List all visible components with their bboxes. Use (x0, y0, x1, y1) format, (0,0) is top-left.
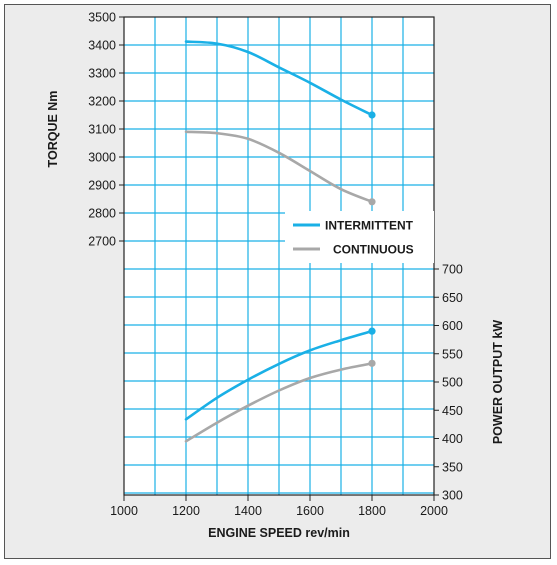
x-tick-label: 1800 (358, 504, 386, 518)
torque-power-chart: 1000 1200 1400 1600 1800 2000 2700 2800 2900 3000… (46, 11, 505, 541)
power-tick-label: 600 (442, 319, 463, 333)
power-tick-label: 650 (442, 291, 463, 305)
torque-tick-label: 3300 (88, 67, 116, 81)
legend-label-continuous: CONTINUOUS (333, 243, 414, 257)
y-axis-title-power: POWER OUTPUT kW (491, 320, 505, 445)
torque-tick-label: 2900 (88, 179, 116, 193)
torque-tick-label: 2700 (88, 235, 116, 249)
power-tick-label: 550 (442, 347, 463, 361)
power-point-continuous (368, 359, 376, 367)
x-tick-label: 1200 (172, 504, 200, 518)
legend-label-intermittent: INTERMITTENT (325, 219, 414, 233)
torque-tick-label: 3500 (88, 11, 116, 25)
chart-frame: 1000 1200 1400 1600 1800 2000 2700 2800 2900 3000… (4, 4, 551, 559)
torque-line-intermittent (184, 40, 374, 117)
torque-line-continuous (184, 130, 374, 204)
power-point-intermittent (368, 327, 376, 335)
power-tick-label: 500 (442, 376, 463, 390)
x-tick-label: 1000 (110, 504, 138, 518)
power-tick-label: 700 (442, 263, 463, 277)
power-tick-label: 450 (442, 404, 463, 418)
power-tick-label: 400 (442, 432, 463, 446)
x-tick-label: 1600 (296, 504, 324, 518)
torque-tick-label: 3000 (88, 151, 116, 165)
torque-point-continuous (368, 198, 376, 206)
legend-box (285, 211, 434, 263)
x-tick-label: 1400 (234, 504, 262, 518)
torque-point-intermittent (368, 111, 376, 119)
x-tick-label: 2000 (420, 504, 448, 518)
torque-tick-label: 3400 (88, 39, 116, 53)
torque-tick-label: 3100 (88, 123, 116, 137)
y-axis-title-torque: TORQUE Nm (46, 91, 60, 168)
power-tick-label: 350 (442, 460, 463, 474)
power-line-continuous (184, 362, 374, 443)
torque-tick-label: 2800 (88, 207, 116, 221)
power-line-intermittent (184, 329, 374, 421)
power-tick-label: 300 (442, 489, 463, 503)
x-axis-title: ENGINE SPEED rev/min (208, 526, 350, 540)
torque-tick-label: 3200 (88, 95, 116, 109)
